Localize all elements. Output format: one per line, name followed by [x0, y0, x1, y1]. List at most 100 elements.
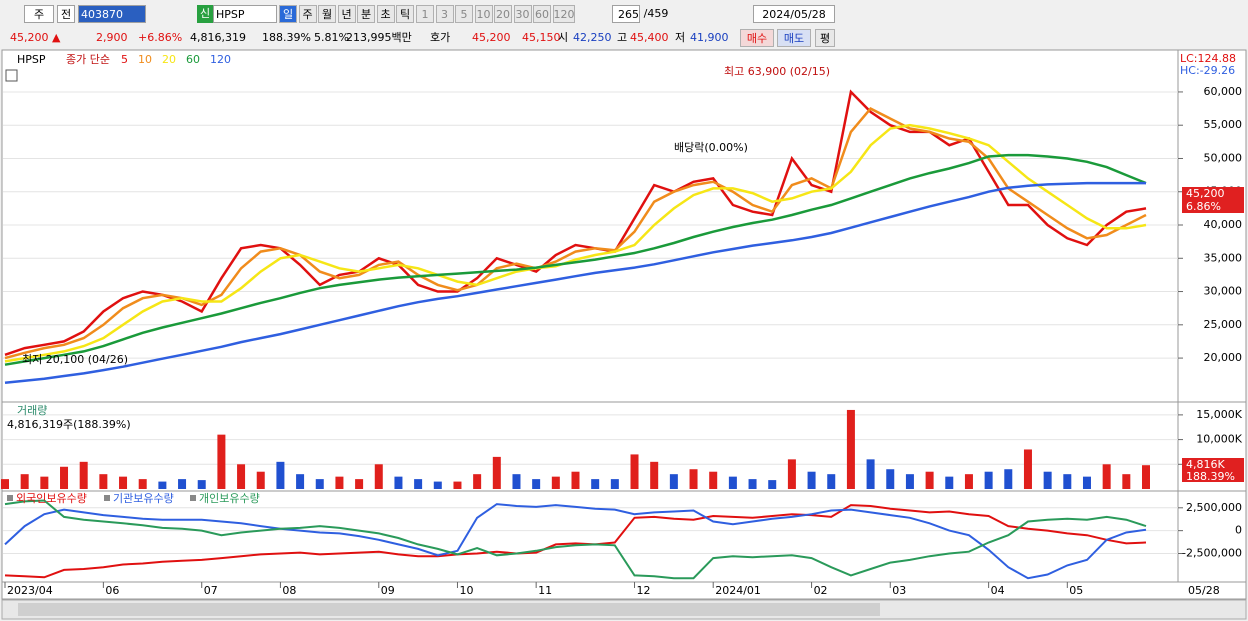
legend-swatch — [7, 495, 13, 501]
volume-bar — [532, 479, 541, 489]
volume-bar — [99, 474, 108, 489]
tick-btn[interactable]: 5 — [455, 5, 473, 23]
volume-bar — [355, 479, 364, 489]
last-volume-ratio: 188.39% — [1186, 470, 1235, 483]
panel-subtitle: 4,816,319주(188.39%) — [7, 418, 131, 431]
volume-bar — [79, 461, 88, 489]
series-line — [4, 181, 1146, 384]
volume-bar — [138, 479, 147, 489]
interval-btn[interactable]: 일 — [279, 5, 297, 23]
legend-entry: 20 — [162, 53, 176, 66]
volume-bar — [237, 464, 246, 489]
y-tick-label: 5,000K — [1203, 457, 1242, 470]
tick-btn[interactable]: 20 — [494, 5, 512, 23]
code-input[interactable]: 403870 — [78, 5, 146, 23]
quote-high-label: 고 — [617, 31, 628, 44]
volume-bar — [964, 474, 973, 489]
y-tick-label: 15,000K — [1196, 408, 1242, 421]
scrollbar[interactable] — [1, 599, 1247, 620]
quote-change-pct: +6.86% — [138, 31, 183, 44]
avg-btn[interactable]: 평 — [815, 29, 835, 47]
volume-bar — [433, 481, 442, 489]
y-tick-label: 35,000 — [1204, 251, 1243, 264]
interval-btn[interactable]: 년 — [337, 5, 356, 23]
volume-bar — [492, 456, 501, 489]
tick-btn[interactable]: 30 — [513, 5, 532, 23]
buy-btn[interactable]: 매수 — [740, 29, 774, 47]
volume-bar — [886, 469, 895, 489]
interval-btn[interactable]: 분 — [357, 5, 375, 23]
prev-btn[interactable]: 전 — [57, 5, 75, 23]
volume-bar — [630, 454, 639, 489]
last-price: 45,200 — [1186, 187, 1225, 200]
quote-low: 41,900 — [690, 31, 729, 44]
x-tick-label: 08 — [282, 584, 296, 597]
scroll-thumb[interactable] — [18, 603, 880, 616]
volume-bar — [276, 461, 285, 489]
volume-bar — [178, 479, 187, 489]
legend-entry: 기관보유수량 — [113, 492, 174, 505]
tick-btn[interactable]: 120 — [552, 5, 575, 23]
interval-btn[interactable]: 초 — [376, 5, 395, 23]
y-tick-label: 20,000 — [1204, 351, 1243, 364]
legend-title: 종가 단순 — [66, 53, 110, 66]
last-change: 6.86% — [1186, 200, 1221, 213]
panel-icon[interactable] — [5, 69, 18, 82]
annotation: 최저 20,100 (04/26) — [22, 353, 128, 366]
sell-btn[interactable]: 매도 — [777, 29, 811, 47]
legend-entry: 10 — [138, 53, 152, 66]
volume-bar — [512, 474, 521, 489]
quote-change: 2,900 — [96, 31, 128, 44]
x-tick-label: 05 — [1069, 584, 1083, 597]
count[interactable]: 265 — [612, 5, 640, 23]
y-tick-label: 45,000 — [1204, 185, 1243, 198]
y-tick-label: 60,000 — [1204, 85, 1243, 98]
volume-bar — [394, 476, 403, 489]
interval-btn[interactable]: 주 — [298, 5, 317, 23]
interval-btn[interactable]: 틱 — [396, 5, 414, 23]
annotation: 최고 63,900 (02/15) — [724, 65, 830, 78]
volume-bar — [551, 476, 560, 489]
volume-bar — [1122, 474, 1131, 489]
x-tick-label: 10 — [459, 584, 473, 597]
hc-label: HC:-29.26 — [1180, 64, 1235, 77]
x-tick-label: 03 — [892, 584, 906, 597]
volume-bar — [827, 474, 836, 489]
badge: 신 — [197, 5, 213, 23]
quote-high: 45,400 — [630, 31, 669, 44]
legend-entry: 60 — [186, 53, 200, 66]
quote-volume-ratio: 188.39% — [262, 31, 311, 44]
legend-entry: 외국인보유수량 — [16, 492, 87, 505]
volume-bar — [709, 471, 718, 489]
name-input[interactable]: HPSP — [213, 5, 277, 23]
legend-swatch — [104, 495, 110, 501]
volume-bar — [119, 476, 128, 489]
volume-bar — [60, 466, 69, 489]
quote-open: 42,250 — [573, 31, 612, 44]
volume-bar — [689, 469, 698, 489]
legend-swatch — [190, 495, 196, 501]
volume-bar — [591, 479, 600, 489]
volume-bar — [984, 471, 993, 489]
tick-btn[interactable]: 10 — [474, 5, 493, 23]
quote-open-label: 시 — [558, 31, 569, 44]
volume-bar — [748, 479, 757, 489]
date-input[interactable]: 2024/05/28 — [753, 5, 835, 23]
tick-btn[interactable]: 1 — [416, 5, 434, 23]
volume-bar — [414, 479, 423, 489]
x-tick-label: 02 — [814, 584, 828, 597]
volume-bar — [945, 476, 954, 489]
volume-bar — [866, 459, 875, 489]
volume-bar — [1142, 465, 1150, 489]
tick-btn[interactable]: 60 — [533, 5, 551, 23]
tick-btn[interactable]: 3 — [435, 5, 454, 23]
volume-bar — [40, 476, 49, 489]
period-select[interactable]: 주 — [24, 5, 54, 23]
volume-bar — [650, 461, 659, 489]
quote-bid-label: 호가 — [430, 31, 451, 44]
x-tick-label: 04 — [991, 584, 1005, 597]
interval-btn[interactable]: 월 — [318, 5, 336, 23]
volume-bar — [787, 459, 796, 489]
volume-bar — [296, 474, 305, 489]
